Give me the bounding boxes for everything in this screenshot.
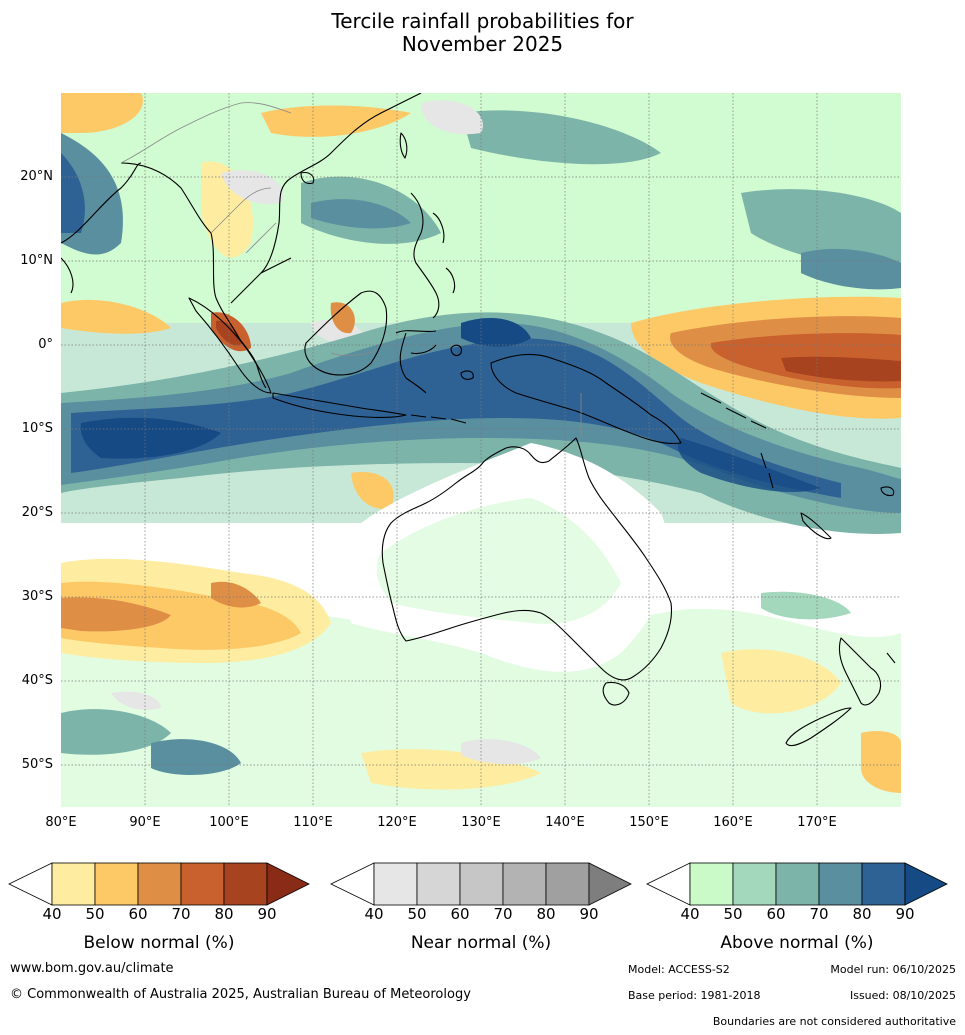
lon-label-160e: 160°E [713, 815, 753, 830]
copyright-notice: © Commonwealth of Australia 2025, Austra… [10, 987, 471, 1002]
lon-label-90e: 90°E [129, 815, 161, 830]
cbar-above-tick: 40 [680, 905, 700, 923]
colorbar-below-label: Below normal (%) [83, 933, 235, 953]
lat-label-40s: 40°S [21, 673, 53, 688]
issued-date: Issued: 08/10/2025 [849, 989, 956, 1002]
lon-label-80e: 80°E [45, 815, 77, 830]
lat-label-20n: 20°N [20, 169, 53, 184]
map-canvas [61, 93, 901, 807]
cbar-above-tick: 60 [766, 905, 786, 923]
coastlines [61, 93, 896, 747]
title-line-2: November 2025 [401, 32, 564, 56]
base-period: Base period: 1981-2018 [628, 989, 761, 1002]
cbar-near-tick: 70 [493, 905, 513, 923]
map-title: Tercile rainfall probabilities for Novem… [0, 10, 965, 56]
website-link[interactable]: www.bom.gov.au/climate [10, 961, 174, 976]
cbar-below-tick: 60 [128, 905, 148, 923]
lon-label-100e: 100°E [209, 815, 249, 830]
lon-label-140e: 140°E [545, 815, 585, 830]
cbar-near-tick: 50 [407, 905, 427, 923]
colorbar-below-normal [8, 862, 310, 906]
model-name: Model: ACCESS-S2 [628, 963, 730, 976]
lon-label-170e: 170°E [797, 815, 837, 830]
lon-label-120e: 120°E [377, 815, 417, 830]
colorbar-near-normal [330, 862, 632, 906]
graticule [61, 93, 901, 807]
cbar-above-tick: 90 [895, 905, 915, 923]
lat-label-50s: 50°S [21, 757, 53, 772]
country-borders [120, 102, 582, 438]
cbar-above-tick: 70 [809, 905, 829, 923]
title-line-1: Tercile rainfall probabilities for [331, 9, 634, 33]
lat-label-0: 0° [38, 337, 53, 352]
lon-label-110e: 110°E [293, 815, 333, 830]
cbar-near-tick: 60 [450, 905, 470, 923]
cbar-below-tick: 90 [257, 905, 277, 923]
lat-label-10n: 10°N [20, 253, 53, 268]
lat-label-30s: 30°S [21, 589, 53, 604]
cbar-below-tick: 50 [85, 905, 105, 923]
colorbar-near-label: Near normal (%) [410, 933, 552, 953]
cbar-near-tick: 80 [536, 905, 556, 923]
lon-label-130e: 130°E [461, 815, 501, 830]
lat-label-10s: 10°S [21, 421, 53, 436]
cbar-below-tick: 70 [171, 905, 191, 923]
model-run-date: Model run: 06/10/2025 [830, 963, 956, 976]
colorbar-above-label: Above normal (%) [720, 933, 874, 953]
colorbar-above-normal [646, 862, 948, 906]
rainfall-probability-map [61, 93, 901, 807]
cbar-near-tick: 40 [364, 905, 384, 923]
cbar-above-tick: 80 [852, 905, 872, 923]
cbar-near-tick: 90 [579, 905, 599, 923]
probability-shading [61, 93, 901, 807]
lat-label-20s: 20°S [21, 505, 53, 520]
cbar-below-tick: 80 [214, 905, 234, 923]
cbar-below-tick: 40 [42, 905, 62, 923]
cbar-above-tick: 50 [723, 905, 743, 923]
boundaries-disclaimer: Boundaries are not considered authoritat… [712, 1015, 956, 1028]
lon-label-150e: 150°E [629, 815, 669, 830]
